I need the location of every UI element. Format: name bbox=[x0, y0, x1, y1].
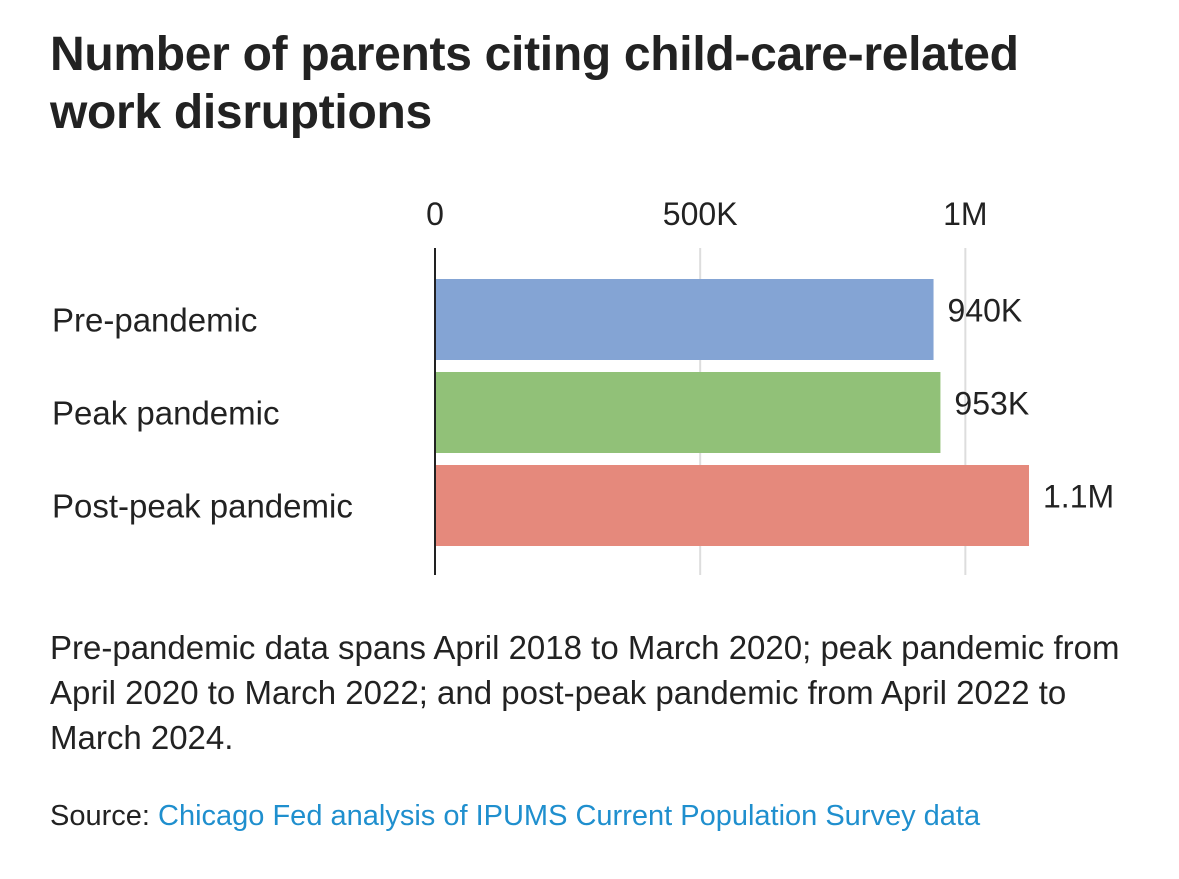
value-labels: 940K 953K 1.1M bbox=[948, 293, 1115, 515]
value-label: 1.1M bbox=[1043, 479, 1114, 515]
source-link[interactable]: Chicago Fed analysis of IPUMS Current Po… bbox=[158, 800, 981, 832]
source-line: Source: Chicago Fed analysis of IPUMS Cu… bbox=[50, 797, 1160, 835]
category-labels: Pre-pandemic Peak pandemic Post-peak pande… bbox=[52, 302, 353, 525]
chart-note: Pre-pandemic data spans April 2018 to Ma… bbox=[50, 629, 1120, 756]
category-label: Peak pandemic bbox=[52, 395, 279, 432]
bar-chart: 0 500K 1M Pre-pandemic Peak pandemic Post-pe… bbox=[52, 196, 1115, 575]
source-label: Source: bbox=[50, 800, 150, 832]
value-label: 953K bbox=[954, 386, 1029, 422]
value-label: 940K bbox=[948, 293, 1023, 329]
chart-title: Number of parents citing child-care-rela… bbox=[50, 28, 1019, 139]
bar-pre-pandemic bbox=[435, 279, 934, 360]
category-label: Pre-pandemic bbox=[52, 302, 257, 339]
x-tick-label: 500K bbox=[663, 196, 738, 232]
bars bbox=[435, 279, 1029, 546]
x-tick-label: 1M bbox=[943, 196, 987, 232]
x-tick-label: 0 bbox=[426, 196, 444, 232]
bar-peak-pandemic bbox=[435, 372, 941, 453]
x-axis-ticks: 0 500K 1M bbox=[426, 196, 987, 232]
category-label: Post-peak pandemic bbox=[52, 488, 353, 525]
bar-post-peak-pandemic bbox=[435, 465, 1029, 546]
